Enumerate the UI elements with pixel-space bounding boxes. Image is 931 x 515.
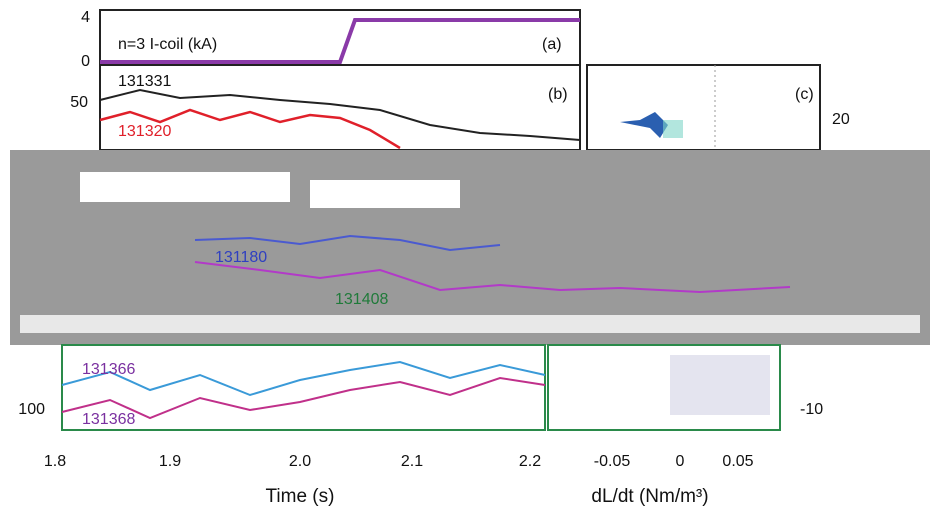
y-tick-label: 0	[81, 53, 90, 70]
x-tick-label: 2.1	[401, 453, 423, 470]
x-tick-label: 1.9	[159, 453, 181, 470]
panel-tag: (c)	[795, 86, 814, 103]
glitch-block	[80, 172, 290, 202]
shot-label: 131320	[118, 123, 171, 140]
shot-label: 131180	[215, 249, 267, 266]
shot-label: 131368	[82, 411, 135, 428]
scatter-region	[663, 120, 683, 138]
shot-label: 131408	[335, 291, 388, 308]
y-tick-label: 100	[18, 401, 45, 418]
glitch-block	[310, 180, 460, 208]
x-tick-label: -0.05	[594, 453, 631, 470]
x-tick-label: 0.05	[722, 453, 753, 470]
shot-label: 131331	[118, 73, 171, 90]
y-tick-label: -10	[800, 401, 823, 418]
y-tick-label: 4	[81, 9, 90, 26]
panel-tag: (a)	[542, 36, 562, 53]
panel-tag: (b)	[548, 86, 568, 103]
scatter-region	[670, 355, 770, 415]
figure: 4 0 n=3 I-coil (kA) (a) 50 131331 131320…	[0, 0, 931, 515]
x-axis-label: Time (s)	[266, 486, 335, 507]
x-tick-label: 0	[676, 453, 685, 470]
glitch-strip	[20, 315, 920, 333]
y-tick-label: 20	[832, 111, 850, 128]
x-tick-label: 2.0	[289, 453, 311, 470]
panel-label: n=3 I-coil (kA)	[118, 36, 217, 53]
y-tick-label: 50	[70, 94, 88, 111]
x-tick-label: 1.8	[44, 453, 66, 470]
shot-label: 131366	[82, 361, 135, 378]
x-axis-label: dL/dt (Nm/m³)	[591, 486, 708, 507]
x-tick-label: 2.2	[519, 453, 541, 470]
